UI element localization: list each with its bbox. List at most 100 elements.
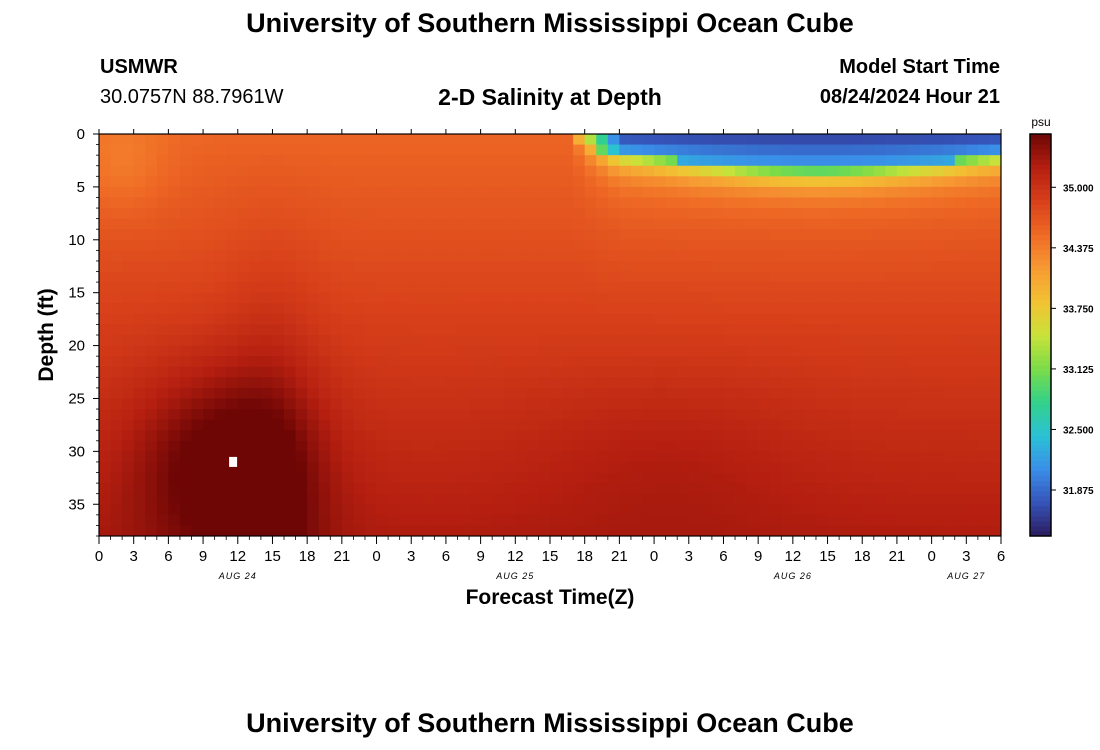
heatmap-cell [145, 134, 158, 145]
heatmap-cell [341, 472, 354, 484]
heatmap-cell [284, 165, 296, 177]
heatmap-cell [179, 208, 192, 220]
heatmap-cell [688, 514, 701, 526]
heatmap-cell [804, 239, 817, 251]
heatmap-cell [364, 324, 377, 336]
heatmap-cell [295, 271, 308, 283]
heatmap-cell [353, 239, 366, 251]
heatmap-cell [977, 208, 990, 220]
heatmap-cell [122, 134, 135, 145]
heatmap-cell [550, 144, 562, 156]
heatmap-cell [804, 229, 817, 241]
heatmap-cell [318, 218, 331, 230]
heatmap-cell [469, 208, 482, 220]
heatmap-cell [908, 356, 921, 368]
heatmap-cell [642, 419, 655, 431]
heatmap-cell [550, 451, 562, 463]
heatmap-cell [226, 229, 239, 241]
heatmap-cell [249, 218, 262, 230]
heatmap-cell [526, 430, 539, 442]
heatmap-cell [954, 303, 967, 315]
heatmap-cell [284, 208, 296, 220]
heatmap-cell [735, 493, 747, 505]
heatmap-cell [827, 134, 840, 145]
heatmap-cell [457, 250, 470, 262]
heatmap-cell [885, 165, 898, 177]
heatmap-cell [896, 324, 909, 336]
heatmap-cell [943, 451, 956, 463]
heatmap-cell [827, 271, 840, 283]
heatmap-cell [943, 250, 956, 262]
heatmap-cell [804, 282, 817, 294]
heatmap-cell [943, 377, 956, 389]
heatmap-cell [630, 324, 643, 336]
heatmap-cell [573, 144, 586, 156]
heatmap-cell [237, 356, 250, 368]
heatmap-cell [353, 144, 366, 156]
heatmap-cell [341, 176, 354, 188]
heatmap-cell [804, 292, 817, 304]
heatmap-cell [179, 218, 192, 230]
heatmap-cell [122, 525, 135, 537]
heatmap-cell [989, 260, 1002, 272]
heatmap-cell [630, 514, 643, 526]
heatmap-cell [353, 514, 366, 526]
heatmap-cell [804, 208, 817, 220]
heatmap-cell [272, 260, 285, 272]
colorbar-segment [1030, 530, 1051, 537]
heatmap-cell [307, 229, 320, 241]
heatmap-cell [341, 387, 354, 399]
heatmap-cell [688, 345, 701, 357]
heatmap-cell [700, 483, 713, 495]
heatmap-cell [665, 292, 678, 304]
heatmap-cell [237, 525, 250, 537]
heatmap-cell [168, 155, 181, 167]
heatmap-cell [330, 324, 343, 336]
heatmap-cell [133, 493, 146, 505]
heatmap-cell [630, 493, 643, 505]
heatmap-cell [607, 483, 620, 495]
heatmap-cell [619, 176, 632, 188]
heatmap-cell [307, 335, 320, 346]
heatmap-cell [364, 176, 377, 188]
heatmap-cell [920, 208, 933, 220]
x-tick-label: 6 [997, 548, 1005, 565]
heatmap-cell [318, 525, 331, 537]
heatmap-cell [573, 387, 586, 399]
heatmap-cell [353, 292, 366, 304]
heatmap-cell [619, 430, 632, 442]
colorbar-frame [1029, 133, 1052, 537]
heatmap-cell [538, 134, 551, 145]
heatmap-cell [388, 313, 401, 325]
heatmap-cell [122, 218, 135, 230]
heatmap-cell [203, 144, 216, 156]
heatmap-cell [943, 197, 956, 209]
heatmap-cell [364, 440, 377, 452]
heatmap-cell [526, 134, 539, 145]
heatmap-cell [145, 335, 158, 346]
heatmap-cell [769, 430, 782, 442]
heatmap-cell [746, 292, 759, 304]
heatmap-cell [179, 134, 192, 145]
heatmap-cell [422, 472, 435, 484]
heatmap-cell [122, 271, 135, 283]
heatmap-cell [630, 387, 643, 399]
heatmap-cell [526, 377, 539, 389]
heatmap-cell [584, 134, 597, 145]
heatmap-cell [445, 398, 458, 410]
heatmap-cell [168, 208, 181, 220]
heatmap-cell [654, 176, 667, 188]
heatmap-cell [411, 197, 424, 209]
heatmap-cell [469, 525, 482, 537]
heatmap-cell [284, 282, 296, 294]
heatmap-cell [781, 514, 794, 526]
heatmap-cell [815, 398, 828, 410]
heatmap-cell [364, 229, 377, 241]
x-tick-label: 15 [264, 548, 281, 565]
heatmap-cell [758, 366, 771, 378]
colorbar-segment [1030, 179, 1051, 185]
heatmap-cell [688, 324, 701, 336]
heatmap-cell [630, 356, 643, 368]
heatmap-cell [977, 313, 990, 325]
